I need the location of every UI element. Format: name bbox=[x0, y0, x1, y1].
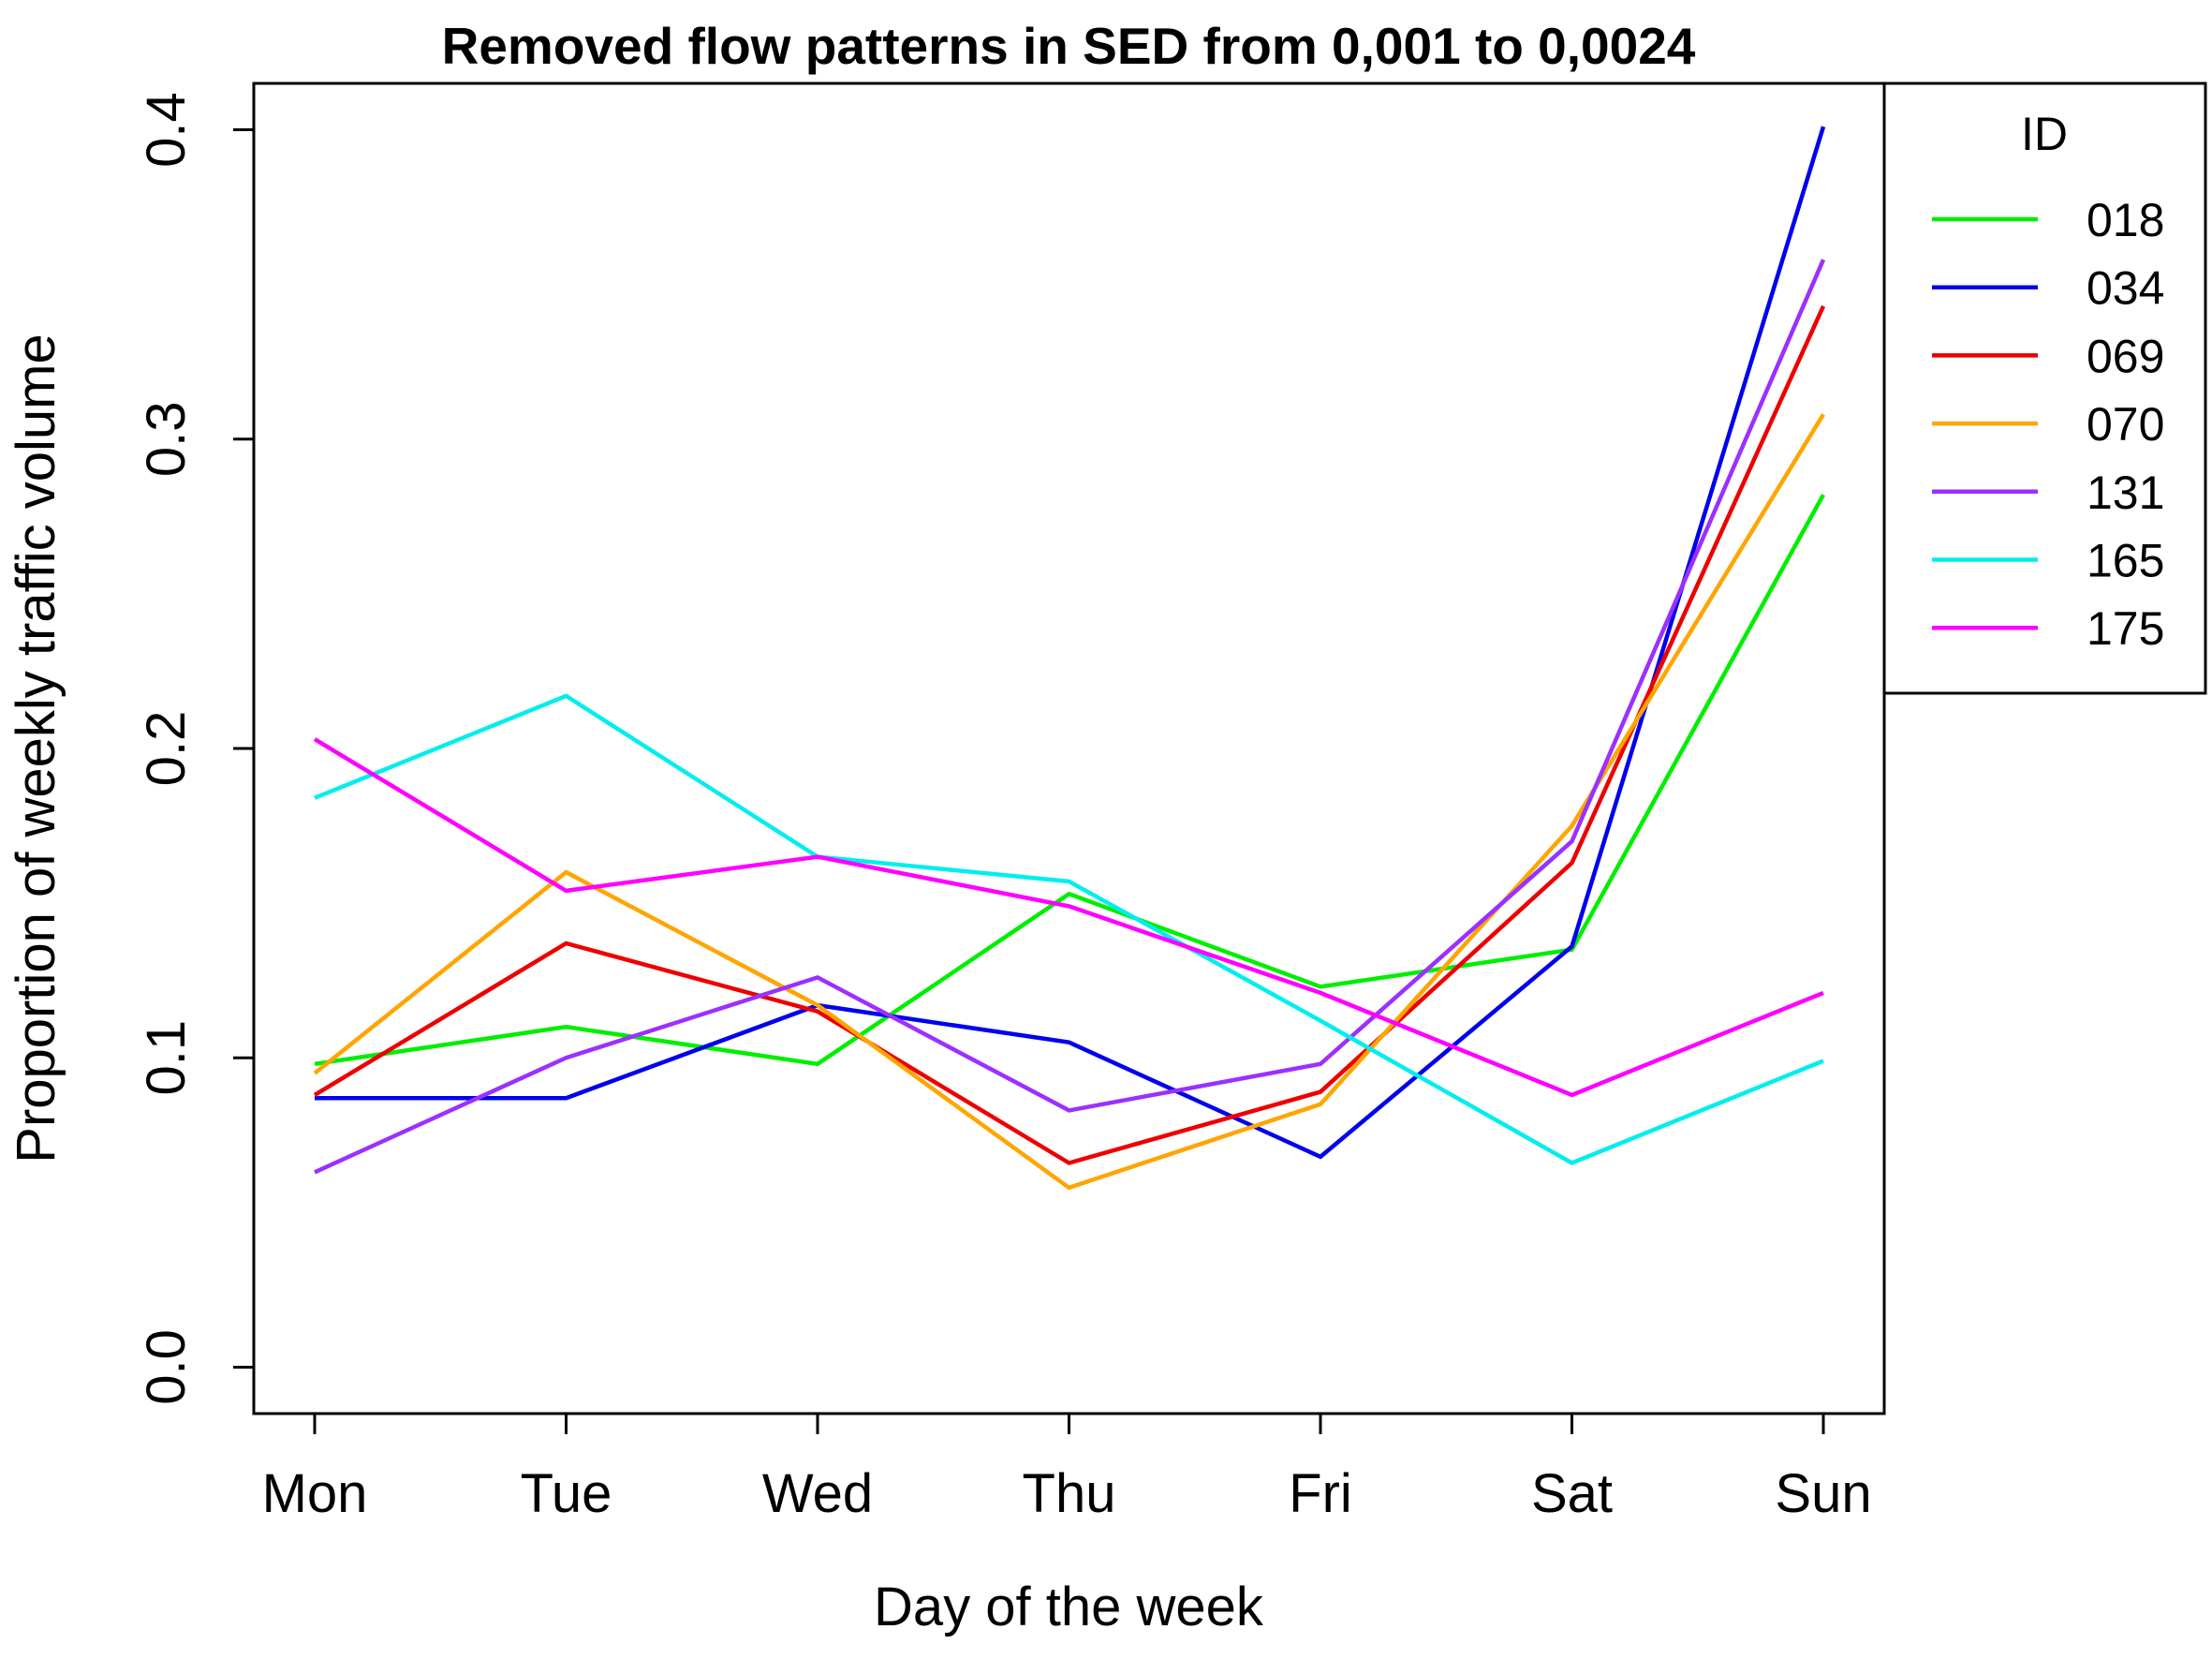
legend-box bbox=[1882, 81, 2207, 695]
x-tick-label-tue: Tue bbox=[521, 1463, 612, 1524]
legend-label-165: 165 bbox=[2087, 535, 2164, 587]
chart-title: Removed flow patterns in SED from 0,001 … bbox=[442, 17, 1696, 75]
y-axis: 0.0 0.1 0.2 0.3 0.4 bbox=[136, 92, 256, 1405]
y-tick-label: 0.1 bbox=[136, 1020, 197, 1096]
x-tick-label-sun: Sun bbox=[1775, 1463, 1871, 1524]
series-line-175 bbox=[313, 737, 1824, 1098]
y-tick-label: 0.3 bbox=[136, 401, 197, 477]
legend: ID 018 034 069 070 131 165 175 bbox=[1882, 81, 2207, 695]
legend-title: ID bbox=[2021, 108, 2068, 160]
series-line-070 bbox=[313, 413, 1825, 1191]
series-line-034 bbox=[315, 126, 1826, 1160]
y-tick-label: 0.0 bbox=[136, 1329, 197, 1405]
y-axis-label: Proportion of weekly traffic volume bbox=[6, 333, 66, 1163]
legend-label-018: 018 bbox=[2087, 194, 2164, 246]
series-line-069 bbox=[313, 304, 1826, 1165]
plot-area-frame bbox=[252, 81, 1886, 1415]
x-tick-label-fri: Fri bbox=[1289, 1463, 1352, 1524]
legend-label-070: 070 bbox=[2087, 398, 2164, 451]
legend-label-069: 069 bbox=[2087, 330, 2164, 382]
legend-items: 018 034 069 070 131 165 175 bbox=[1932, 194, 2164, 655]
x-tick-label-sat: Sat bbox=[1531, 1463, 1613, 1524]
series-lines bbox=[313, 126, 1826, 1191]
y-tick-label: 0.4 bbox=[136, 92, 197, 168]
x-axis: Mon Tue Wed Thu Fri Sat Sun bbox=[262, 1412, 1872, 1524]
x-tick-label-thu: Thu bbox=[1023, 1463, 1116, 1524]
legend-label-034: 034 bbox=[2087, 262, 2164, 315]
x-axis-label: Day of the week bbox=[874, 1577, 1264, 1637]
legend-label-131: 131 bbox=[2087, 467, 2164, 519]
series-line-018 bbox=[314, 494, 1825, 1067]
y-tick-label: 0.2 bbox=[136, 711, 197, 787]
x-tick-label-mon: Mon bbox=[262, 1463, 368, 1524]
legend-label-175: 175 bbox=[2087, 602, 2164, 655]
series-line-165 bbox=[314, 693, 1824, 1165]
x-tick-label-wed: Wed bbox=[762, 1463, 873, 1524]
series-line-131 bbox=[314, 259, 1826, 1175]
